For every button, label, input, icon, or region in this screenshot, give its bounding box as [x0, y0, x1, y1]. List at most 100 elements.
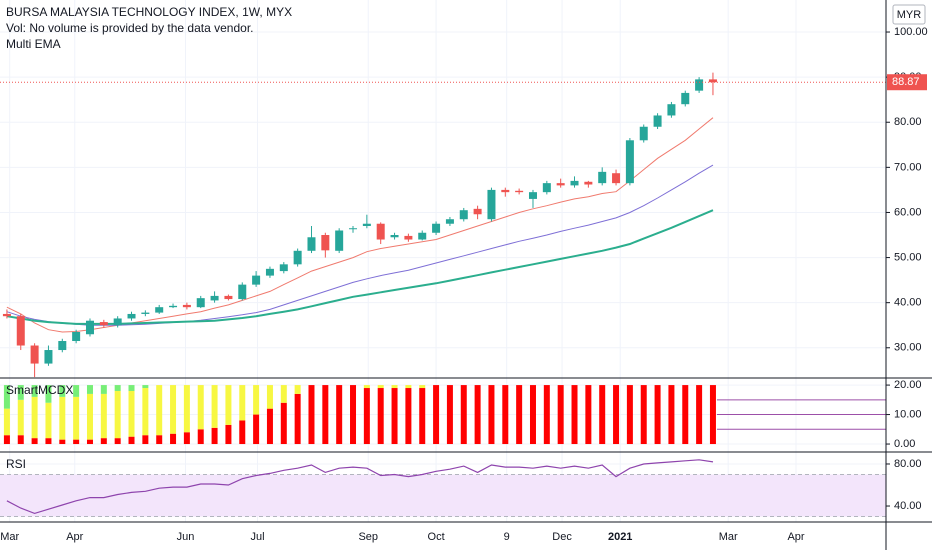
candle-body: [459, 210, 468, 220]
pane-title: SmartMCDX: [6, 383, 73, 397]
mcdx-bar: [128, 436, 135, 445]
x-tick-label: 9: [504, 531, 510, 543]
mcdx-bar: [3, 385, 10, 409]
y-tick-label: 100.00: [894, 26, 928, 38]
mcdx-bar: [446, 385, 453, 445]
mcdx-bar: [86, 385, 93, 394]
candle-body: [155, 307, 164, 313]
mcdx-bar: [73, 385, 80, 397]
y-tick-label: 20.00: [894, 379, 922, 391]
mcdx-bar: [73, 396, 80, 440]
x-tick-label: Mar: [0, 531, 19, 543]
currency-box[interactable]: [892, 4, 926, 25]
candle-body: [432, 223, 441, 233]
mcdx-bar: [543, 385, 550, 445]
candle-body: [210, 295, 219, 301]
pane-title: RSI: [6, 457, 26, 471]
candle-body: [362, 223, 371, 226]
candle-body: [321, 235, 330, 251]
x-tick-label: Apr: [66, 531, 83, 543]
ema-line: [6, 209, 714, 325]
y-tick-label: 70.00: [894, 161, 922, 173]
mcdx-bar: [294, 385, 301, 394]
rsi-band: [0, 474, 886, 517]
candle-body: [16, 316, 25, 346]
mcdx-bar: [225, 385, 232, 425]
y-tick-label: 40.00: [894, 500, 922, 512]
candle-body: [528, 192, 537, 199]
mcdx-bar: [294, 393, 301, 445]
candle-body: [2, 313, 11, 317]
x-tick-label: Mar: [719, 531, 738, 543]
mcdx-bar: [3, 408, 10, 436]
rsi-line: [6, 459, 714, 515]
candle-body: [30, 345, 39, 364]
mcdx-bar: [585, 385, 592, 445]
mcdx-bar: [100, 393, 107, 439]
candle-body: [72, 331, 81, 342]
mcdx-bar: [239, 420, 246, 445]
mcdx-bar: [239, 385, 246, 421]
mcdx-bar: [86, 393, 93, 440]
mcdx-bar: [170, 433, 177, 445]
mcdx-bar: [502, 385, 509, 445]
candle-body: [639, 126, 648, 141]
candle-body: [667, 104, 676, 116]
mcdx-bar: [460, 385, 467, 445]
y-tick-label: 60.00: [894, 206, 922, 218]
candle-body: [445, 219, 454, 224]
candle-body: [653, 115, 662, 127]
currency[interactable]: MYR: [897, 9, 922, 21]
candle-body: [681, 92, 690, 105]
mcdx-bar: [405, 385, 412, 389]
mcdx-bar: [571, 385, 578, 445]
mcdx-bar: [45, 438, 52, 445]
y-tick-label: 50.00: [894, 251, 922, 263]
candle-body: [556, 183, 565, 186]
mcdx-bar: [419, 388, 426, 445]
candle-body: [501, 189, 510, 193]
plot: [0, 72, 886, 518]
mcdx-bar: [86, 439, 93, 445]
candle-body: [335, 230, 344, 251]
mcdx-bar: [391, 385, 398, 389]
candle-body: [708, 79, 717, 83]
mcdx-bar: [336, 385, 343, 445]
mcdx-bar: [183, 385, 190, 433]
candle-body: [58, 341, 67, 351]
mcdx-bar: [640, 385, 647, 445]
mcdx-bar: [419, 385, 426, 389]
mcdx-bar: [599, 385, 606, 445]
mcdx-bar: [183, 432, 190, 445]
mcdx-bar: [225, 424, 232, 445]
mcdx-bar: [128, 385, 135, 391]
candle-body: [113, 318, 122, 326]
grid: [0, 0, 886, 522]
mcdx-bar: [100, 438, 107, 445]
mcdx-bar: [516, 385, 523, 445]
mcdx-bar: [654, 385, 661, 445]
candle-body: [695, 79, 704, 91]
candle-body: [196, 298, 205, 308]
y-tick-label: 10.00: [894, 408, 922, 420]
mcdx-bar: [280, 402, 287, 445]
mcdx-bar: [142, 435, 149, 445]
candle-body: [44, 350, 53, 364]
mcdx-bar: [197, 385, 204, 430]
mcdx-bar: [377, 388, 384, 445]
candle-body: [141, 312, 150, 314]
last-price-label: 88.87: [892, 76, 920, 88]
mcdx-bar: [170, 385, 177, 434]
chart-title: BURSA MALAYSIA TECHNOLOGY INDEX, 1W, MYX: [6, 5, 292, 19]
mcdx-bar: [377, 385, 384, 389]
candle-body: [224, 295, 233, 300]
candle-body: [542, 183, 551, 193]
mcdx-bar: [668, 385, 675, 445]
candle-body: [127, 313, 136, 319]
subtitle: Vol: No volume is provided by the data v…: [6, 21, 253, 35]
y-tick-label: 40.00: [894, 297, 922, 309]
candle-body: [570, 180, 579, 186]
candle-body: [238, 284, 247, 300]
mcdx-bar: [266, 385, 273, 409]
